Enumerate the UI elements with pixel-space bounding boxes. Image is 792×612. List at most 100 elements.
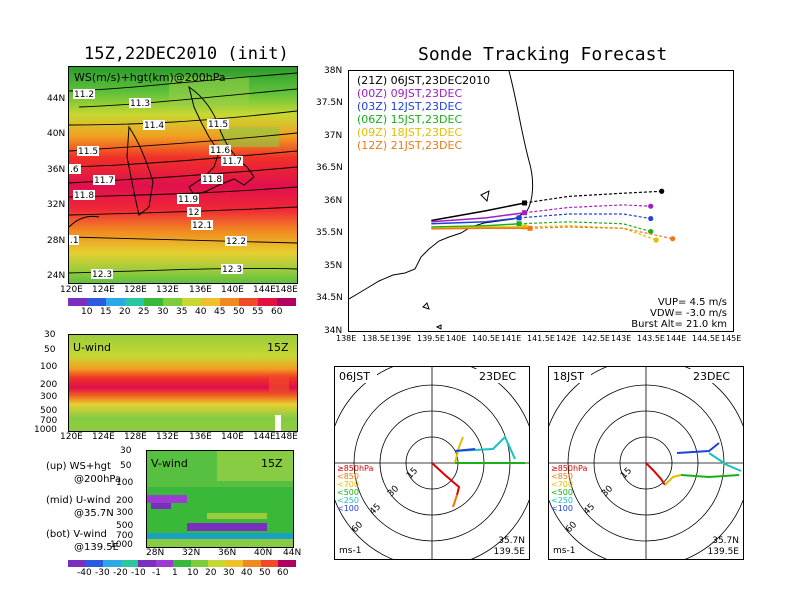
colorbar-swatch [144,298,163,306]
u-wind-label: U-wind [73,341,111,354]
lon-tick: 144E [666,334,687,343]
lon-tick: 144E [253,432,276,442]
ws-map-svg: 11.2 11.3 11.4 11.5 11.5 11.6 11.7 11.7 … [69,67,297,283]
hodo-legend-item: ≥850hPa [551,464,588,473]
p-tick: 300 [40,392,58,402]
p-tick: 200 [40,380,58,390]
u-wind-svg: U-wind 15Z [69,335,297,431]
colorbar-tick: 15 [100,307,112,317]
lon-tick: 144.5E [692,334,720,343]
v-wind-time: 15Z [261,457,283,470]
burst-point [522,210,528,216]
colorbar-swatch [208,560,226,567]
hodo-date: 23DEC [479,370,516,383]
p-tick: 500 [40,406,58,416]
hodograph-18jst: 15 30 45 60 18JST 23DEC ms-1 35.7N 139.5… [548,366,744,560]
track-line-ascent [431,217,520,225]
contour-label: 11.2 [74,90,94,100]
info-burst: Burst Alt= 21.0 km [631,319,727,330]
lat-tick: 24N [47,271,66,281]
burst-point [527,225,533,231]
contour-label: 11.7 [94,176,114,186]
p-tick: 700 [116,531,134,541]
colorbar-swatch [85,560,104,567]
lon-tick: 128E [124,432,147,442]
hodo-legend-item: <250 [551,496,573,505]
colorbar-tick: 30 [223,568,235,578]
p-tick: 700 [40,416,58,426]
lat-tick: 44N [283,548,302,558]
contour-label: 11.3 [130,99,150,109]
colorbar-swatch [225,560,244,567]
track-line-ascent [431,226,525,230]
p-tick: 100 [116,478,134,488]
colorbar-swatch [106,298,125,306]
burst-point [522,200,528,206]
lon-tick: 128E [124,285,147,295]
hodo-legend-item: <700 [551,480,573,489]
lon-tick: 143.5E [637,334,665,343]
tracking-map-panel: (21Z) 06JST,23DEC2010 (00Z) 09JST,23DEC … [348,70,734,332]
contour-label: .6 [70,165,79,175]
colorbar-tick: -1 [152,568,161,578]
colorbar-tick: 45 [214,307,226,317]
lat-tick: 28N [47,236,66,246]
hodo-legend-item: <700 [337,480,359,489]
colorbar-tick: 20 [205,568,217,578]
ring-label: 45 [368,502,383,517]
lat-tick: 38N [324,66,343,76]
panel-legend: (up) WS+hgt @200hPa (mid) U-wind @35.7N … [46,460,121,554]
colorbar-tick: 60 [271,307,283,317]
colorbar-tick: 50 [233,307,245,317]
p-tick: 50 [120,461,132,471]
colorbar-tick: 30 [157,307,169,317]
p-tick: 100 [40,362,58,372]
track-lines [431,188,676,243]
lat-tick: 40N [254,548,273,558]
colorbar-swatch [277,298,296,306]
track-line-ascent [431,211,525,223]
lon-tick: 139.5E [417,334,445,343]
hodograph-06jst: 15 30 45 60 06JST 23DEC ms-1 35.7N 139.5… [334,366,530,560]
colorbar-swatch [125,298,144,306]
lat-tick: 28N [146,548,165,558]
hodo-legend-item: <100 [337,504,359,513]
contour-label: 11.8 [202,175,222,185]
info-vup: VUP= 4.5 m/s [658,297,727,308]
legend-item: (00Z) 09JST,23DEC [357,87,462,100]
colorbar-tick: 60 [277,568,289,578]
lon-tick: 136E [189,285,212,295]
hodo-lon: 139.5E [494,547,526,557]
p-tick: 1000 [34,425,57,435]
lon-tick: 124E [92,432,115,442]
hodo-lon: 139.5E [708,547,740,557]
burst-point [516,215,522,221]
burst-point [522,224,528,230]
colorbar-swatch [68,560,86,567]
landing-point [653,237,659,243]
left-title: 15Z,22DEC2010 (init) [84,44,289,64]
lon-tick: 140.5E [472,334,500,343]
lon-tick: 142E [556,334,577,343]
contour-label: 12.3 [92,270,112,280]
lon-tick: 120E [60,432,83,442]
hodo-time: 06JST [339,370,370,383]
lat-tick: 34N [324,326,343,336]
hodo-legend-item: <850 [337,472,359,481]
contour-label: 12.3 [222,265,242,275]
colorbar-swatch [173,560,191,567]
p-tick: 300 [116,508,134,518]
ws-panel-label: WS(m/s)+hgt(km)@200hPa [74,71,226,84]
colorbar-tick: 1 [172,568,178,578]
hodo-legend-item: <250 [337,496,359,505]
legend-line: (bot) V-wind [46,529,107,540]
lon-tick: 138.5E [362,334,390,343]
lon-tick: 138E [336,334,357,343]
lon-tick: 140E [221,285,244,295]
track-line-ascent [431,227,530,230]
legend-item: (12Z) 21JST,23DEC [357,139,462,152]
contour-label: 11.7 [222,157,242,167]
info-vdw: VDW= -3.0 m/s [650,308,727,319]
colorbar-tick: 10 [187,568,199,578]
hodo-lat: 35.7N [498,536,525,546]
